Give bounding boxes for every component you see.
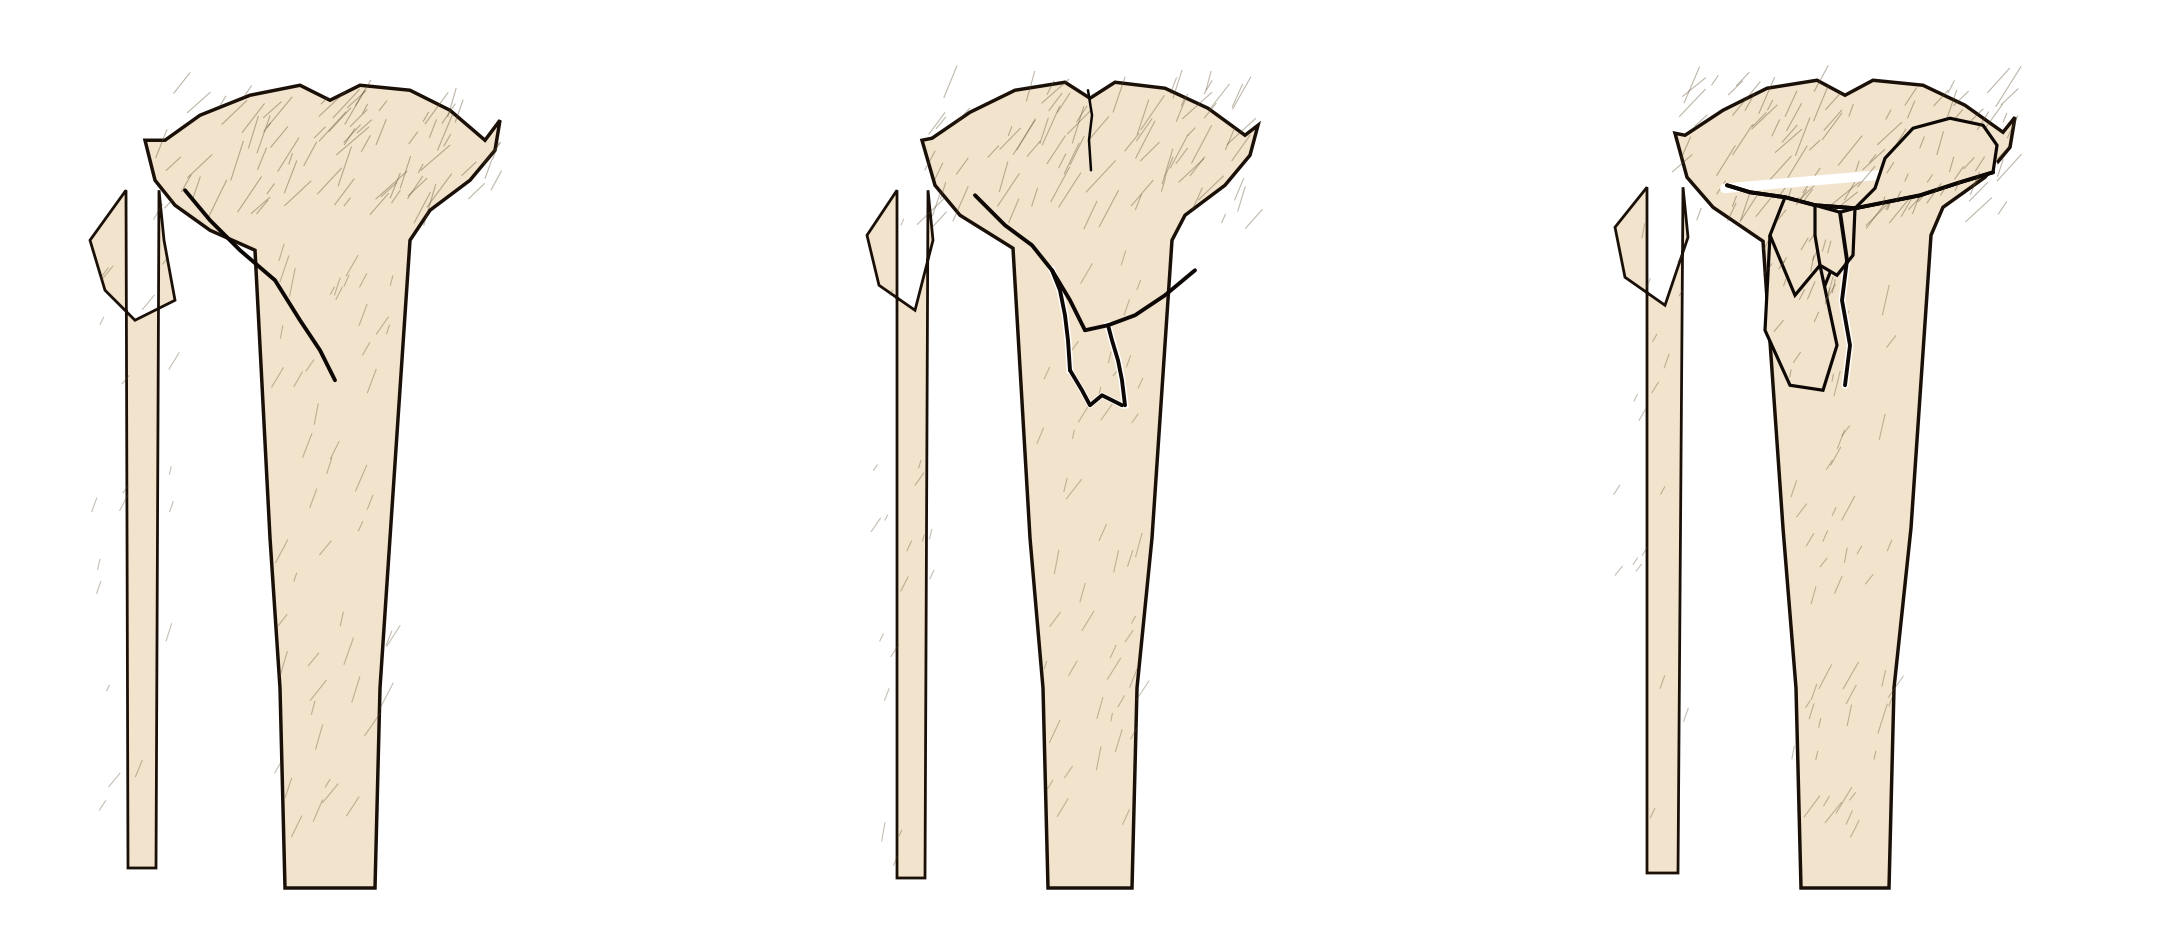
Polygon shape	[1770, 197, 1840, 295]
Polygon shape	[923, 82, 1258, 888]
Polygon shape	[1766, 235, 1837, 390]
Polygon shape	[89, 191, 174, 868]
Polygon shape	[1855, 118, 1996, 208]
Polygon shape	[146, 85, 501, 888]
Polygon shape	[1615, 187, 1687, 873]
Polygon shape	[866, 191, 934, 878]
Polygon shape	[1816, 205, 1855, 276]
Polygon shape	[1674, 80, 2016, 888]
